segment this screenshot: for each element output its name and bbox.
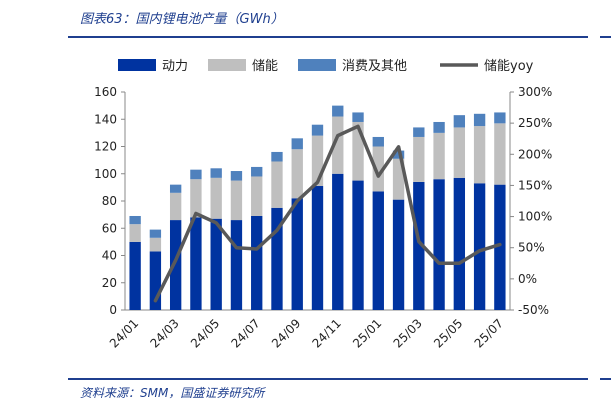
- bar-consumer: [129, 215, 141, 225]
- bar-power: [149, 251, 162, 310]
- bar-storage: [291, 149, 303, 199]
- bar-storage: [210, 177, 222, 219]
- x-tick-label: 25/05: [431, 316, 465, 350]
- bar-power: [392, 199, 405, 310]
- bar-power: [453, 177, 466, 310]
- bar-consumer: [230, 171, 243, 181]
- bar-consumer: [433, 121, 445, 133]
- line-storage-yoy: [153, 124, 502, 303]
- legend-label-storage: 储能: [252, 59, 278, 74]
- y-tick-label: 20: [102, 276, 117, 290]
- legend-swatch-storage: [208, 59, 246, 71]
- bar-consumer: [494, 112, 506, 124]
- bar-power: [413, 181, 425, 310]
- bar-storage: [149, 237, 162, 252]
- bar-consumer: [453, 115, 466, 128]
- x-tick-label: 24/07: [228, 316, 262, 350]
- bar-power: [210, 218, 222, 310]
- bar-storage: [473, 126, 486, 184]
- bar-consumer: [149, 229, 162, 238]
- bar-power: [251, 215, 263, 310]
- bar-consumer: [190, 169, 202, 180]
- legend-label-consumer: 消费及其他: [342, 59, 407, 74]
- bottom-rule: [68, 378, 588, 380]
- bar-power: [372, 191, 384, 310]
- bar-storage: [494, 123, 506, 185]
- y2-tick-label: 250%: [518, 116, 552, 130]
- top-rule: [68, 36, 588, 38]
- bar-storage: [169, 192, 182, 221]
- y-tick-label: 60: [102, 221, 117, 235]
- y-tick-label: 80: [102, 194, 117, 208]
- bar-storage: [392, 158, 405, 200]
- legend-label-power: 动力: [162, 59, 188, 74]
- bar-power: [271, 207, 283, 310]
- bar-power: [332, 173, 344, 310]
- bar-consumer: [311, 124, 324, 136]
- y2-tick-label: -50%: [518, 303, 549, 317]
- bar-storage: [251, 176, 263, 216]
- x-tick-label: 24/11: [310, 316, 344, 350]
- bar-consumer: [332, 105, 344, 117]
- y-tick-label: 40: [102, 249, 117, 263]
- bar-consumer: [473, 113, 486, 127]
- x-tick-label: 24/03: [147, 316, 181, 350]
- y-tick-label: 120: [94, 140, 117, 154]
- y-tick-label: 160: [94, 85, 117, 99]
- bar-consumer: [169, 184, 182, 193]
- top-rule-right-stub: [600, 36, 611, 38]
- bottom-rule-right-stub: [600, 378, 611, 380]
- bar-power: [230, 220, 243, 310]
- bar-consumer: [352, 112, 364, 122]
- bar-power: [433, 179, 445, 310]
- bar-storage: [230, 180, 243, 221]
- bar-power: [129, 241, 141, 310]
- y2-tick-label: 50%: [518, 241, 545, 255]
- bar-storage: [352, 121, 364, 181]
- bar-power: [473, 183, 486, 310]
- x-tick-label: 25/07: [472, 316, 506, 350]
- y-tick-label: 100: [94, 167, 117, 181]
- bar-power: [190, 217, 202, 310]
- bar-storage: [413, 136, 425, 182]
- bar-consumer: [413, 127, 425, 137]
- y2-tick-label: 0%: [518, 272, 537, 286]
- x-tick-label: 25/03: [391, 316, 425, 350]
- y2-tick-label: 300%: [518, 85, 552, 99]
- bar-power: [494, 184, 506, 310]
- source-note: 资料来源：SMM，国盛证券研究所: [80, 386, 265, 400]
- y-tick-label: 140: [94, 112, 117, 126]
- bar-storage: [271, 161, 283, 208]
- bar-consumer: [271, 151, 283, 162]
- legend-swatch-power: [118, 59, 156, 71]
- x-tick-label: 24/09: [269, 316, 303, 350]
- bar-storage: [372, 146, 384, 192]
- y-tick-label: 0: [109, 303, 117, 317]
- bar-consumer: [210, 168, 222, 178]
- y2-tick-label: 200%: [518, 147, 552, 161]
- bar-storage: [311, 135, 324, 187]
- bar-storage: [332, 116, 344, 174]
- bar-power: [169, 220, 182, 310]
- bar-storage: [129, 224, 141, 242]
- bar-storage: [433, 132, 445, 180]
- y2-tick-label: 150%: [518, 178, 552, 192]
- bar-storage: [190, 179, 202, 218]
- x-tick-label: 24/05: [188, 316, 222, 350]
- bar-consumer: [251, 166, 263, 177]
- bar-consumer: [291, 138, 303, 150]
- bar-power: [311, 186, 324, 310]
- x-tick-label: 24/01: [107, 316, 141, 350]
- legend-swatch-consumer: [298, 59, 336, 71]
- y2-tick-label: 100%: [518, 210, 552, 224]
- bar-power: [291, 198, 303, 310]
- x-tick-label: 25/01: [350, 316, 384, 350]
- legend-label-yoy: 储能yoy: [484, 59, 534, 74]
- bar-power: [352, 180, 364, 310]
- chart-title: 图表63：国内锂电池产量（GWh）: [80, 12, 284, 27]
- bar-consumer: [372, 136, 384, 147]
- bar-storage: [453, 127, 466, 178]
